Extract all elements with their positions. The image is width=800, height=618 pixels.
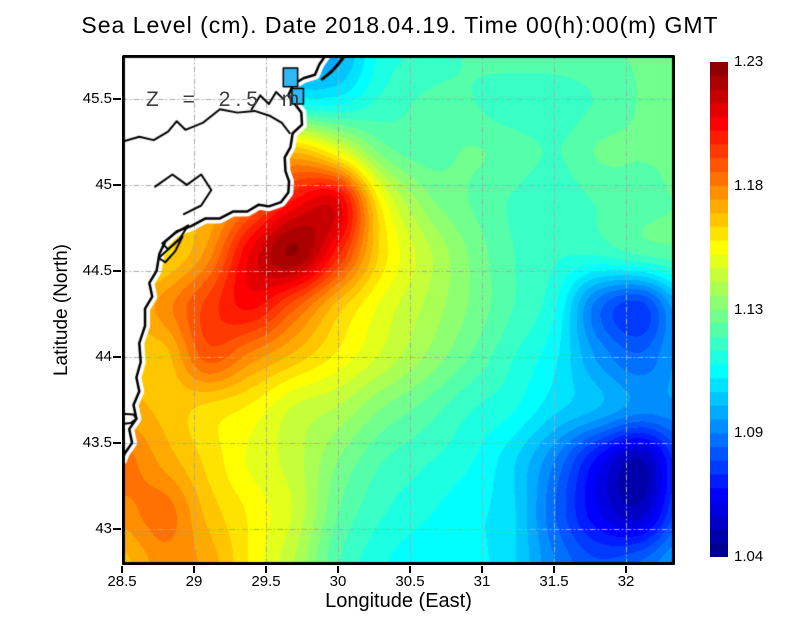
x-tick-mark bbox=[265, 566, 267, 573]
y-tick-label: 44.5 bbox=[82, 261, 112, 279]
colorbar-tick-label: 1.23 bbox=[734, 53, 764, 70]
y-tick-mark bbox=[113, 527, 121, 530]
x-tick-label: 30.5 bbox=[395, 573, 425, 590]
x-tick-label: 29 bbox=[185, 573, 203, 590]
x-tick-mark bbox=[481, 566, 484, 573]
y-tick-mark bbox=[113, 97, 121, 100]
y-tick-label: 45 bbox=[95, 175, 112, 193]
y-axis-label: Latitude (North) bbox=[51, 244, 72, 377]
y-tick-mark bbox=[113, 441, 121, 444]
x-tick-mark bbox=[553, 566, 556, 573]
colorbar bbox=[710, 62, 728, 557]
x-axis-label: Longitude (East) bbox=[325, 590, 472, 612]
x-tick-label: 31.5 bbox=[539, 573, 569, 590]
x-tick-mark bbox=[409, 566, 412, 573]
x-tick-mark bbox=[193, 566, 195, 573]
y-tick-label: 43 bbox=[95, 519, 112, 537]
colorbar-tick-label: 1.18 bbox=[734, 176, 764, 194]
colorbar-tick-label: 1.13 bbox=[734, 300, 764, 318]
heatmap-plot-area bbox=[122, 55, 675, 565]
y-tick-mark bbox=[113, 355, 121, 358]
x-tick-mark bbox=[625, 566, 628, 573]
x-tick-label: 28.5 bbox=[107, 573, 137, 590]
x-tick-mark bbox=[337, 566, 340, 573]
y-tick-mark bbox=[113, 183, 121, 186]
x-tick-label: 31 bbox=[473, 573, 491, 590]
y-tick-label: 44 bbox=[95, 347, 112, 365]
x-tick-label: 32 bbox=[617, 573, 635, 590]
x-tick-label: 29.5 bbox=[251, 573, 281, 590]
y-tick-label: 43.5 bbox=[82, 433, 112, 451]
depth-annotation: Z = 2.5 m bbox=[146, 88, 305, 111]
colorbar-tick-label: 1.09 bbox=[734, 424, 764, 442]
y-tick-label: 45.5 bbox=[82, 89, 112, 107]
x-tick-label: 30 bbox=[329, 573, 347, 590]
x-tick-mark bbox=[121, 566, 123, 573]
colorbar-tick-label: 1.04 bbox=[734, 548, 764, 565]
chart-title: Sea Level (cm). Date 2018.04.19. Time 00… bbox=[81, 12, 719, 38]
y-tick-mark bbox=[113, 269, 121, 272]
